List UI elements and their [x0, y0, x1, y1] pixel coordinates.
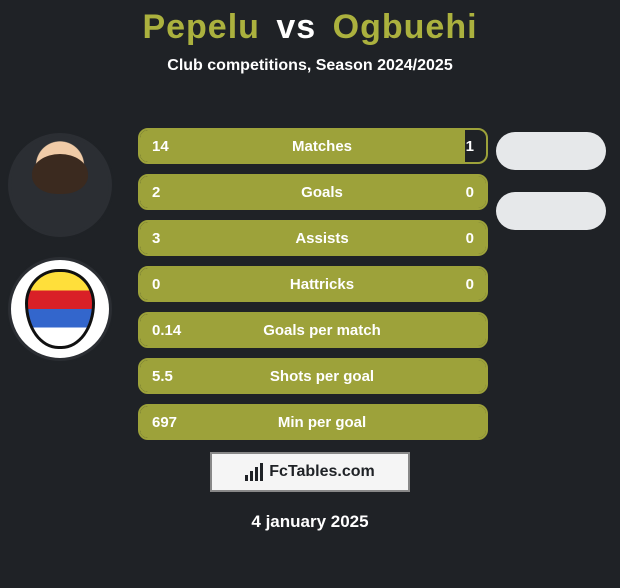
- stat-row: 697Min per goal: [138, 404, 488, 440]
- date-text: 4 january 2025: [251, 512, 368, 532]
- club-crest-icon: [25, 269, 95, 349]
- stat-left-value: 0: [152, 276, 198, 293]
- stat-left-value: 5.5: [152, 368, 198, 385]
- stat-right-value: 1: [446, 138, 474, 155]
- brand-text: FcTables.com: [269, 463, 375, 481]
- player2-club-placeholder: [496, 192, 606, 230]
- stat-row: 14Matches1: [138, 128, 488, 164]
- stat-right-value: 0: [446, 276, 474, 293]
- stat-label: Shots per goal: [198, 368, 446, 385]
- player2-name: Ogbuehi: [333, 8, 478, 46]
- vs-text: vs: [276, 8, 316, 46]
- subtitle: Club competitions, Season 2024/2025: [0, 57, 620, 75]
- stat-label: Matches: [198, 138, 446, 155]
- stat-left-value: 2: [152, 184, 198, 201]
- player1-name: Pepelu: [142, 8, 259, 46]
- brand-footer[interactable]: FcTables.com: [210, 452, 410, 492]
- left-avatars: [8, 133, 112, 361]
- stat-row: 2Goals0: [138, 174, 488, 210]
- stat-row: 0Hattricks0: [138, 266, 488, 302]
- comparison-title: Pepelu vs Ogbuehi: [0, 8, 620, 47]
- stat-label: Min per goal: [198, 414, 446, 431]
- stat-row: 3Assists0: [138, 220, 488, 256]
- player2-avatar-placeholder: [496, 132, 606, 170]
- player1-club-badge: [8, 257, 112, 361]
- stat-rows: 14Matches12Goals03Assists00Hattricks00.1…: [138, 128, 488, 440]
- stat-right-value: 0: [446, 184, 474, 201]
- bars-icon: [245, 463, 263, 481]
- stat-left-value: 3: [152, 230, 198, 247]
- player1-avatar: [8, 133, 112, 237]
- stat-label: Goals: [198, 184, 446, 201]
- stat-label: Goals per match: [198, 322, 446, 339]
- stat-left-value: 0.14: [152, 322, 198, 339]
- stat-row: 0.14Goals per match: [138, 312, 488, 348]
- stat-row: 5.5Shots per goal: [138, 358, 488, 394]
- stat-left-value: 14: [152, 138, 198, 155]
- stat-label: Hattricks: [198, 276, 446, 293]
- stat-label: Assists: [198, 230, 446, 247]
- right-avatars: [496, 132, 606, 230]
- stat-right-value: 0: [446, 230, 474, 247]
- stat-left-value: 697: [152, 414, 198, 431]
